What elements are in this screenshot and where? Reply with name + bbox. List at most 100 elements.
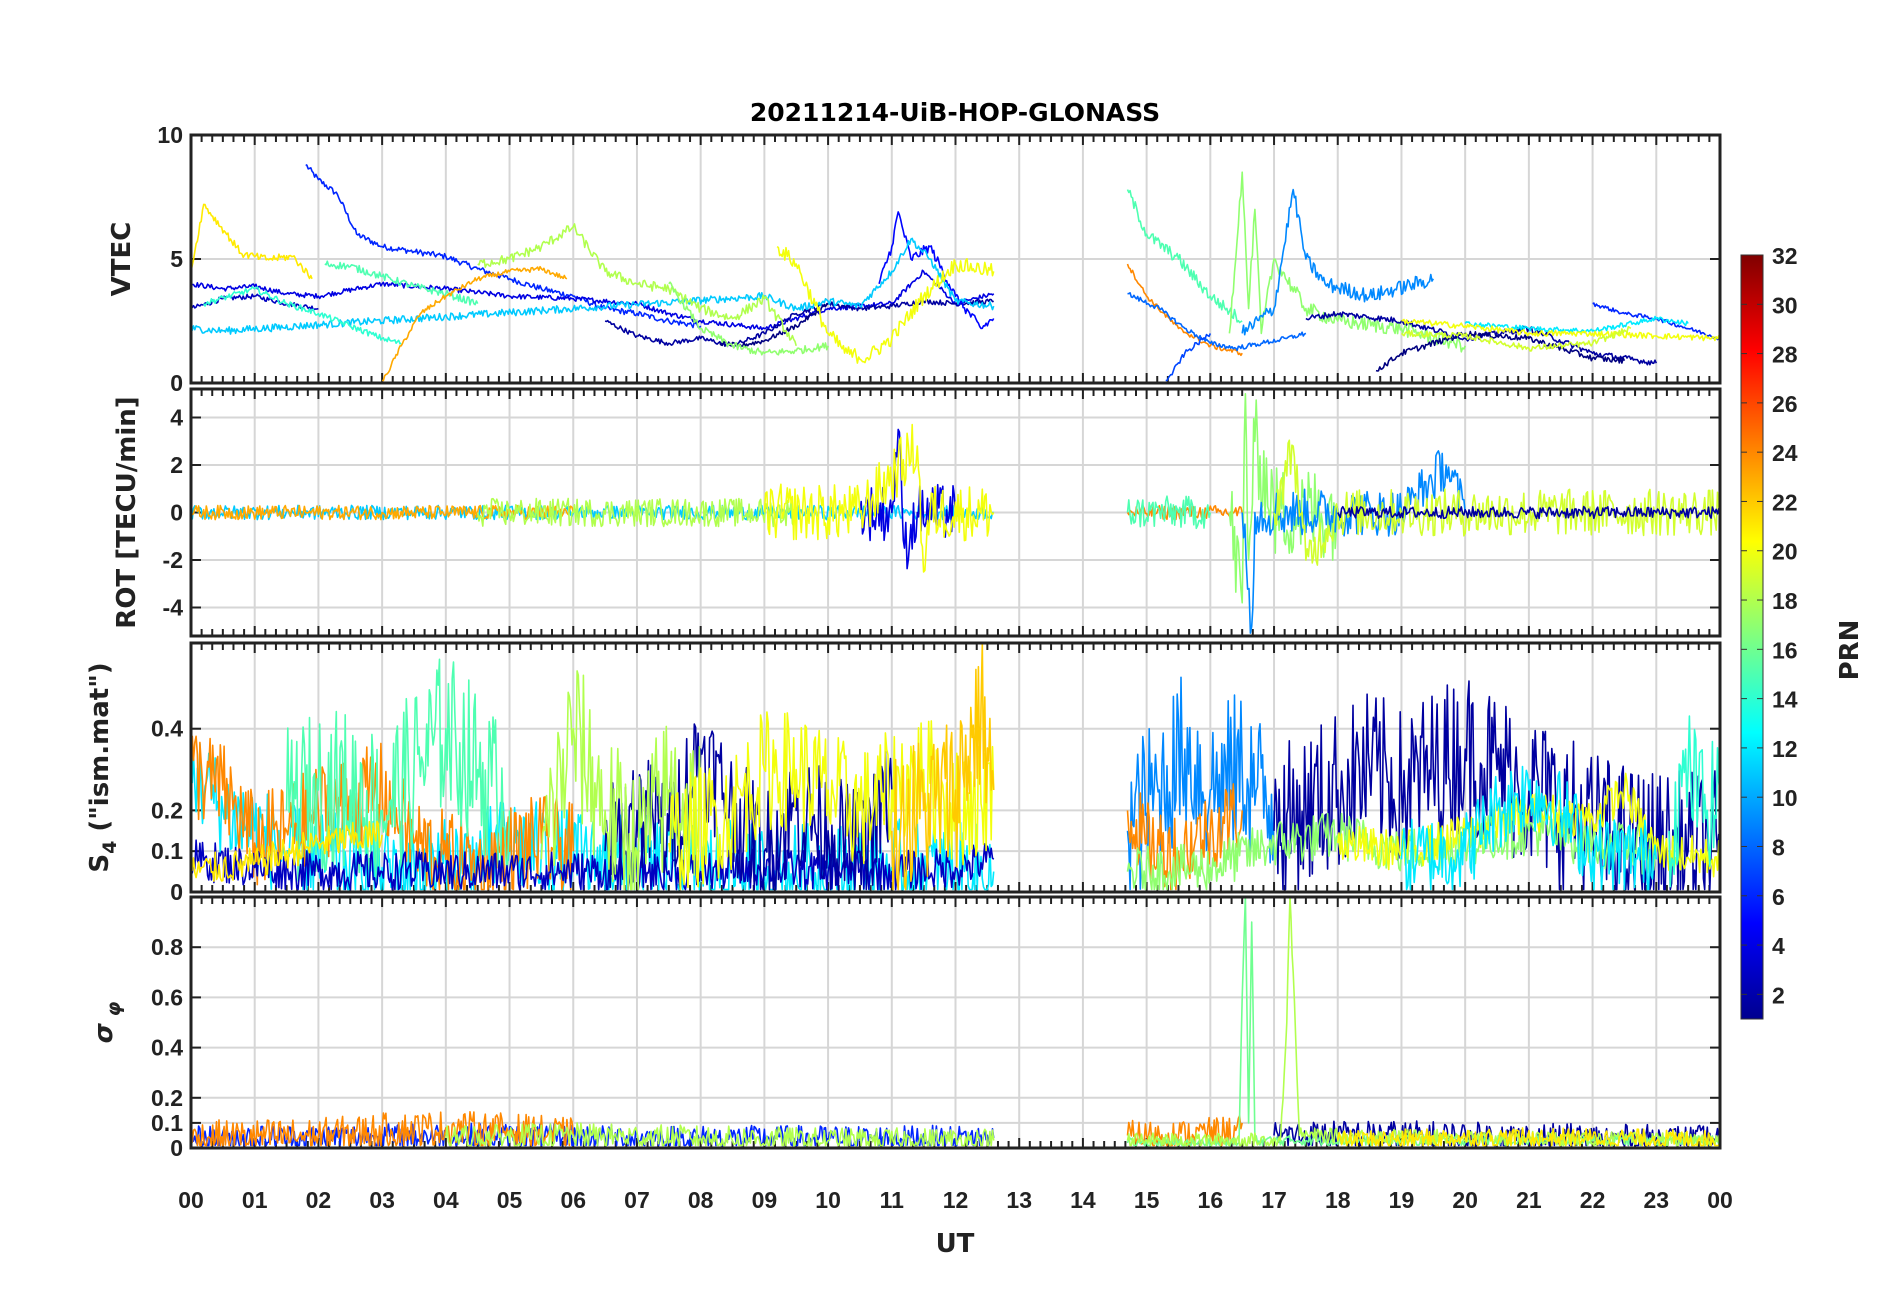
y-tick-label: 2 [170,452,183,478]
x-axis-label: UT [936,1229,975,1259]
colorbar-tick-label: 28 [1772,342,1798,368]
series-group [191,164,995,382]
x-tick-label: 00 [1707,1187,1733,1213]
y-axis-label: VTEC [107,222,137,297]
series-line-prn-11 [191,237,995,335]
axes-frame [189,641,1722,894]
series-line-prn-19 [1273,439,1720,566]
series-line-prn-6 [305,164,702,329]
y-tick-label: 0 [170,879,183,905]
x-tick-label: 05 [497,1187,523,1213]
series-line-prn-9 [1241,188,1434,336]
x-tick-label: 10 [815,1187,841,1213]
series-line-prn-24 [191,1111,575,1147]
x-tick-label: 02 [306,1187,332,1213]
series-line-prn-17 [1228,171,1466,353]
series-line-prn-18 [1126,897,1720,1147]
series-group [191,392,1720,634]
colorbar-tick-label: 18 [1772,588,1798,614]
series-line-prn-21 [1337,1127,1720,1147]
x-tick-label: 23 [1643,1187,1669,1213]
series-line-prn-7 [1165,333,1212,382]
series-line-prn-5 [878,211,995,330]
y-tick-label: 0.2 [151,1085,183,1111]
series-line-prn-1 [719,302,829,348]
colorbar-tick-label: 26 [1772,391,1798,417]
x-tick-label: 20 [1452,1187,1478,1213]
x-tick-label: 15 [1134,1187,1160,1213]
y-tick-label: 10 [157,122,183,148]
series-line-prn-12 [1464,315,1689,334]
series-line-prn-14 [202,285,402,345]
x-tick-label: 06 [560,1187,586,1213]
y-axis-label: ROT [TECU/min] [112,396,142,628]
colorbar-tick-label: 20 [1772,539,1798,565]
y-tick-label: 0.6 [151,984,183,1010]
panel-vtec-2 [1126,171,1720,382]
y-tick-label: 0 [170,500,183,526]
series-line-prn-2 [604,298,994,349]
panel-vtec: 0 5 10 VTEC [107,122,1721,396]
series-line-prn-1 [1375,330,1626,372]
x-tick-label: 13 [1006,1187,1032,1213]
y-tick-label: -4 [163,595,184,621]
y-tick-label: 5 [170,246,183,272]
series-line-prn-16 [1126,897,1720,1147]
series-line-prn-18 [476,497,797,528]
y-tick-label: 0.8 [151,934,183,960]
x-tick-label: 07 [624,1187,650,1213]
x-tick-label: 11 [880,1187,905,1213]
y-tick-label: 0.1 [151,1110,183,1136]
x-tick-label: 08 [688,1187,714,1213]
colorbar-tick-label: 12 [1772,736,1798,762]
axes-frame [189,895,1722,1150]
colorbar-tick-label: 2 [1772,982,1785,1008]
series-line-prn-15 [324,260,479,306]
series-line-prn-17 [668,281,829,356]
colorbar-tick-label: 24 [1772,440,1798,466]
y-axis-label: σ φ [89,1002,125,1044]
x-tick-label: 00 [178,1187,204,1213]
series-line-prn-20 [1401,318,1720,342]
y-tick-label: 0 [170,1135,183,1161]
chart-title: 20211214-UiB-HOP-GLONASS [750,98,1160,127]
series-line-prn-2 [1273,680,1720,891]
x-tick-label: 01 [242,1187,268,1213]
series-line-prn-20 [776,245,995,364]
series-line-prn-15 [1126,495,1212,530]
series-group [1126,171,1720,382]
series-line-prn-14 [1668,715,1720,888]
colorbar-tick-label: 6 [1772,884,1785,910]
series-group [191,897,1720,1147]
y-tick-label: -2 [163,547,183,573]
series-line-prn-18 [445,1122,995,1147]
series-group [191,643,1720,891]
y-tick-label: 0.2 [151,797,183,823]
colorbar-tick-label: 4 [1772,933,1785,959]
x-tick-label: 21 [1516,1187,1542,1213]
series-line-prn-18 [540,670,702,891]
series-line-prn-2 [604,723,893,891]
panel-s4: 0 0.1 0.2 0.4 S4 ("ism.mat") [85,643,1721,905]
series-line-prn-4 [191,269,995,331]
y-tick-label: 4 [170,405,183,431]
series-line-prn-19 [1400,325,1632,352]
panel-sigma-phi: 00.10.2 0.4 0.6 0.8 σ φ [89,897,1721,1161]
colorbar-label: PRN [1835,620,1865,681]
colorbar-tick-label: 14 [1772,687,1798,713]
x-tick-label: 14 [1070,1187,1096,1213]
series-line-prn-15 [1126,189,1243,324]
colorbar-tick-label: 10 [1772,785,1798,811]
series-line-prn-21 [191,820,383,882]
x-tick-label: 18 [1325,1187,1351,1213]
panel-rot: -4 -2 0 2 4 ROT [TECU/min] [112,389,1721,636]
colorbar [1740,254,1764,1020]
y-tick-label: 0.1 [151,838,183,864]
series-line-prn-24 [1126,1115,1243,1147]
y-tick-label: 0.4 [151,716,183,742]
colorbar-tick-label: 32 [1772,243,1798,269]
series-line-prn-2 [1337,505,1720,520]
y-tick-label: 0.4 [151,1035,183,1061]
series-line-prn-15 [285,658,511,882]
